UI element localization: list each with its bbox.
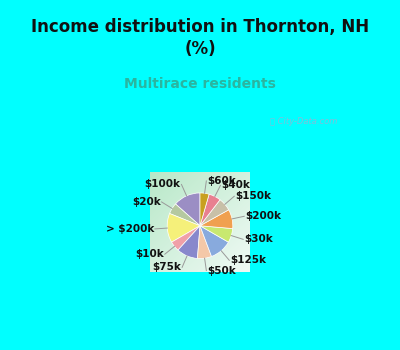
Text: $50k: $50k (207, 266, 236, 275)
Wedge shape (170, 204, 200, 226)
Wedge shape (200, 200, 229, 226)
Wedge shape (200, 226, 233, 242)
Text: Multirace residents: Multirace residents (124, 77, 276, 91)
Wedge shape (172, 226, 200, 250)
Text: $20k: $20k (132, 197, 161, 207)
Text: $30k: $30k (244, 234, 273, 244)
Wedge shape (200, 193, 209, 226)
Text: ⓘ City-Data.com: ⓘ City-Data.com (270, 117, 337, 126)
Text: Income distribution in Thornton, NH
(%): Income distribution in Thornton, NH (%) (31, 18, 369, 58)
Text: $75k: $75k (152, 262, 181, 272)
Wedge shape (200, 226, 228, 257)
Text: $10k: $10k (135, 249, 164, 259)
Wedge shape (200, 194, 220, 226)
Text: $125k: $125k (230, 255, 266, 265)
Text: $200k: $200k (245, 211, 281, 221)
Wedge shape (200, 210, 233, 229)
Text: > $200k: > $200k (106, 224, 154, 234)
Text: $100k: $100k (145, 180, 181, 189)
Text: $60k: $60k (207, 176, 236, 186)
Text: $40k: $40k (221, 180, 250, 190)
Wedge shape (176, 193, 200, 226)
Wedge shape (178, 226, 200, 258)
Wedge shape (167, 214, 200, 242)
Text: $150k: $150k (235, 191, 271, 201)
Wedge shape (198, 226, 212, 259)
